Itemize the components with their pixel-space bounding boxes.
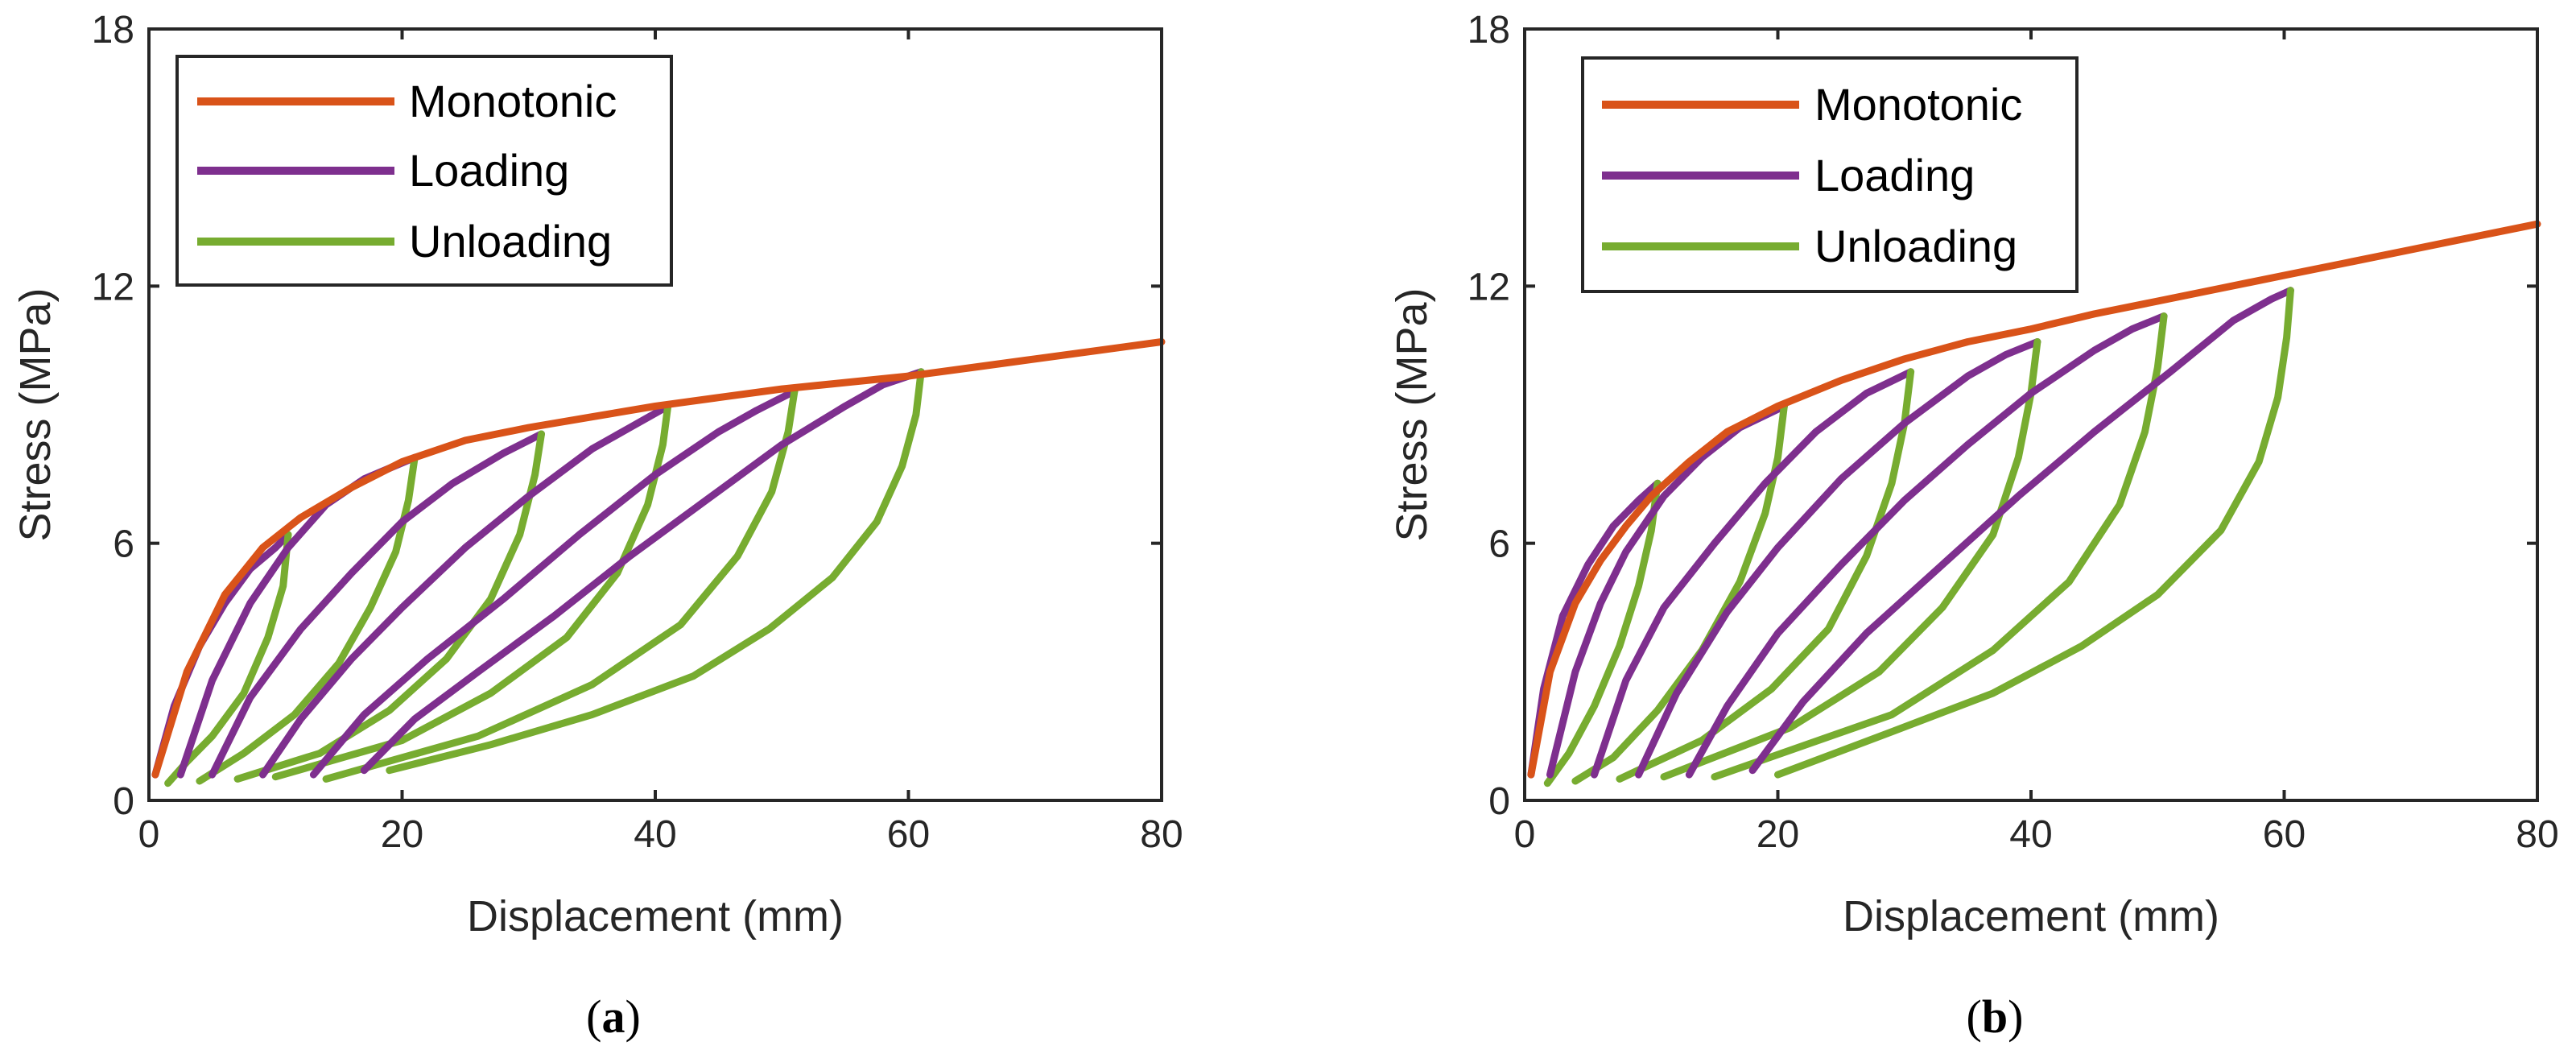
panel-b-xtick-label-2: 40 [2009,813,2052,856]
panel-a-series-unloading-cycle-6 [386,368,925,775]
panel-a-ytick-label-1: 6 [113,523,134,566]
panel-a-series-loading-cycle-3 [208,430,545,779]
panel-a-series-loading-cycle-4 [259,402,672,779]
panel-b-series-unloading-cycle-4 [1660,338,2041,781]
panel-a-legend-label-loading: Loading [409,145,569,196]
panel-b-caption: (b) [1967,990,2024,1043]
panel-b-legend: Monotonic Loading Unloading [1581,56,2079,293]
panel-b-legend-label-unloading: Unloading [1814,221,2017,271]
panel-b-series-loading-cycle-5 [1685,312,2168,779]
panel-a-xtick-label-3: 60 [887,813,930,856]
panel-b-ytick-label-1: 6 [1488,523,1510,566]
panel-a-legend: Monotonic Loading Unloading [175,55,673,287]
panel-b-series-loading-cycle-3 [1591,368,1915,779]
panel-a-caption-letter: a [602,990,625,1043]
panel-b-series-unloading-cycle-6 [1774,287,2294,779]
panel-a-series-loading-cycle-6 [360,368,925,775]
panel-a-xtick-label-4: 80 [1140,813,1183,856]
panel-a-plot-marks [151,338,1166,788]
panel-a-ticks: 0 20 40 60 80 0 6 12 18 [92,9,1183,856]
panel-a-legend-label-monotonic: Monotonic [409,76,617,126]
panel-b-plot-marks [1527,220,2541,788]
panel-b-ytick-label-0: 0 [1488,780,1510,823]
panel-a: 0 20 40 60 80 0 6 12 18 Displacement (mm) Stress… [11,9,1183,1043]
panel-b-legend-label-loading: Loading [1814,150,1975,200]
panel-a-series-unloading-cycle-2 [196,453,419,785]
panel-a-series-loading-cycle-5 [309,387,799,779]
panel-b-series-unloading-cycle-1 [1543,479,1662,788]
panel-a-caption: (a) [586,990,641,1043]
panel-b-ytick-label-3: 18 [1468,9,1510,52]
panel-b-legend-label-monotonic: Monotonic [1814,79,2022,130]
panel-a-xtick-label-1: 20 [381,813,423,856]
panel-a-ytick-label-3: 18 [92,9,134,52]
panel-a-xtick-label-0: 0 [138,813,160,856]
panel-a-ylabel: Stress (MPa) [11,287,60,541]
panel-b-caption-letter: b [1982,990,2008,1043]
panel-a-ytick-label-2: 12 [92,266,134,308]
panel-a-series-monotonic [151,338,1166,779]
panel-b-xtick-label-0: 0 [1514,813,1536,856]
panel-b-series-loading-cycle-6 [1748,287,2294,775]
panel-b-xtick-label-4: 80 [2516,813,2558,856]
panel-b-xtick-label-1: 20 [1757,813,1799,856]
panel-a-series-unloading-cycle-4 [271,402,672,781]
panel-a-xtick-label-2: 40 [634,813,676,856]
panel-b-ytick-label-2: 12 [1468,266,1510,308]
panel-b-ticks: 0 20 40 60 80 0 6 12 18 [1468,9,2559,856]
panel-b-xlabel: Displacement (mm) [1843,892,2219,940]
panel-a-xlabel: Displacement (mm) [467,892,844,940]
panel-a-legend-label-unloading: Unloading [409,216,612,267]
panel-b-xtick-label-3: 60 [2263,813,2306,856]
panel-b-ylabel: Stress (MPa) [1388,287,1436,541]
panel-b: 0 20 40 60 80 0 6 12 18 Displacement (mm) Stress… [1388,9,2559,1043]
panel-b-series-loading-cycle-4 [1635,338,2041,779]
panel-a-ytick-label-0: 0 [113,780,134,823]
panel-b-series-unloading-cycle-5 [1711,312,2168,781]
panel-b-series-monotonic [1527,220,2541,779]
